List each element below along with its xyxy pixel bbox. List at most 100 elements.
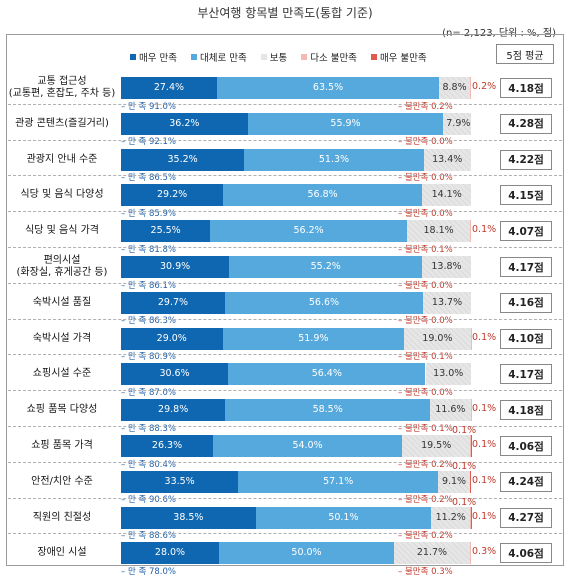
data-label: 51.9%: [298, 332, 329, 344]
bar-segment-0: [121, 77, 217, 99]
satisfied-total: – 만 족 92.1%: [121, 137, 176, 148]
legend-swatch-2: [260, 54, 267, 60]
average-score: 4.17점: [500, 364, 552, 385]
satisfied-total: – 만 족 85.9%: [121, 208, 176, 219]
data-label: 50.0%: [291, 547, 322, 559]
bar-segment-2: [423, 291, 471, 314]
small-value-label: 0.1%: [472, 331, 497, 343]
dissatisfied-total: – 불만족 0.0%: [398, 173, 453, 184]
bar-segment-3: [469, 470, 471, 493]
average-score: 4.18점: [500, 400, 552, 421]
legend-swatch-0: [130, 54, 136, 60]
row-separator: [8, 390, 562, 392]
data-label: 56.2%: [293, 225, 324, 237]
bar-segment-1: [224, 291, 424, 314]
row-separator: [8, 247, 562, 248]
row-separator: [8, 175, 562, 177]
data-label: 63.5%: [312, 82, 344, 93]
bar-segment-0: [121, 220, 211, 243]
row-separator: [8, 318, 562, 320]
dissatisfied-total: – 불만족 0.2%: [398, 459, 453, 470]
satisfied-total: – 만 족 88.3%: [121, 423, 176, 434]
satisfied-total: – 만 족 81.8%: [121, 244, 176, 255]
data-label: 13.0%: [433, 368, 464, 380]
small-value-label: 0.1%: [472, 510, 497, 522]
legend-swatch-3: [301, 54, 308, 60]
bar-segment-0: [121, 327, 223, 350]
data-label: 18.1%: [423, 225, 454, 237]
bar-segment-3: [470, 327, 472, 350]
row-separator: [8, 211, 562, 213]
average-score: 4.22점: [500, 149, 552, 170]
bar-segment-0: [121, 470, 239, 493]
legend: 매우 만족 대체로 만족 보통 다소 불만족 매우 불만족: [130, 50, 427, 64]
bar-segment-2: [443, 112, 471, 135]
bar-segment-2: [439, 77, 470, 99]
data-label: 57.1%: [323, 475, 354, 487]
average-score: 4.06점: [500, 436, 552, 456]
bar-segment-1: [229, 256, 423, 278]
row-separator: [8, 139, 562, 141]
satisfied-total: – 만 족 91.0%: [121, 101, 176, 112]
row-separator: [8, 497, 562, 499]
data-label: 11.6%: [435, 404, 466, 416]
data-label: 51.3%: [318, 153, 350, 165]
satisfied-total: – 만 족 86.3%: [121, 316, 176, 327]
legend-swatch-1: [190, 54, 197, 60]
dissatisfied-total: – 불만족 0.0%: [398, 137, 453, 148]
category-label: 관광 콘텐츠(즐길거리): [15, 117, 109, 129]
data-label: 13.8%: [431, 261, 462, 272]
bar-segment-0: [121, 506, 256, 529]
data-label: 29.7%: [157, 296, 189, 308]
bar-segment-0: [121, 399, 226, 422]
category-label: 쇼핑 품목 가격: [31, 440, 93, 451]
bar-segment-2: [394, 542, 470, 565]
chart-frame: [6, 34, 564, 566]
data-label: 7.9%: [446, 117, 471, 129]
bar-segment-0: [121, 542, 219, 565]
data-label: 56.4%: [311, 368, 342, 380]
dissatisfied-total: – 불만족 0.1%: [398, 352, 453, 363]
data-label: 29.0%: [156, 332, 187, 344]
data-label: 58.5%: [312, 404, 343, 416]
category-label: 직원의 친절성: [32, 511, 92, 523]
small-value-label: 0.1%: [452, 425, 477, 436]
satisfied-total: – 만 족 86.5%: [121, 173, 176, 184]
row-separator: [8, 354, 562, 356]
dissatisfied-total: – 불만족 0.2%: [398, 101, 453, 112]
row-separator: [8, 426, 562, 427]
small-value-label: 0.1%: [452, 460, 477, 472]
bar-segment-1: [222, 327, 405, 350]
bar-segment-3: [470, 220, 471, 243]
bar-segment-2: [422, 256, 471, 278]
bar-segment-1: [210, 220, 407, 243]
legend-item-0: 매우 만족: [130, 50, 177, 64]
data-label: 55.9%: [330, 117, 361, 129]
small-value-label: 0.2%: [472, 81, 497, 92]
bar-segment-2: [404, 327, 471, 350]
data-label: 35.2%: [167, 153, 198, 165]
average-score: 4.07점: [500, 221, 552, 242]
bar-segment-0: [121, 184, 224, 207]
bar-segment-0: [121, 291, 225, 314]
satisfied-total: – 만 족 80.4%: [121, 459, 176, 470]
satisfied-total: – 만 족 87.0%: [121, 387, 176, 398]
category-label: 장애인 시설: [37, 547, 87, 559]
small-value-label: 0.1%: [472, 474, 497, 486]
bar-segment-1: [213, 435, 403, 457]
satisfied-total: – 만 족 86.1%: [121, 280, 176, 291]
row-separator: [8, 533, 562, 535]
average-score: 4.17점: [500, 257, 552, 277]
data-label: 19.5%: [421, 440, 452, 451]
data-label: 13.4%: [432, 153, 463, 165]
row-separator: [8, 103, 562, 105]
category-label: 쇼핑시설 수준: [32, 368, 92, 380]
data-label: 13.7%: [431, 296, 463, 308]
bar-segment-3: [470, 435, 471, 457]
bar-segment-2: [438, 470, 470, 493]
bar-segment-0: [121, 363, 229, 386]
bar-segment-1: [255, 506, 432, 529]
category-label: 쇼핑 품목 다양성: [26, 404, 98, 416]
legend-item-4: 매우 불만족: [370, 50, 427, 64]
bar-segment-2: [423, 148, 471, 171]
